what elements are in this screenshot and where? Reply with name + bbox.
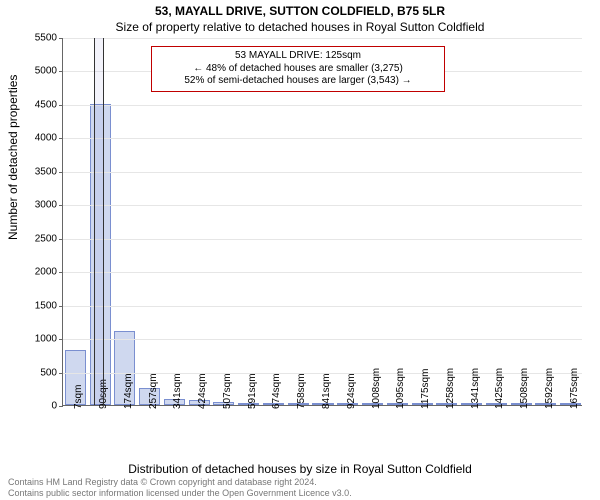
y-tick-label: 500: [40, 367, 57, 378]
y-tick-label: 2000: [35, 267, 57, 278]
y-tick-label: 1500: [35, 300, 57, 311]
x-tick-label: 1425sqm: [494, 368, 505, 409]
y-tick-label: 4000: [35, 133, 57, 144]
tooltip-line: ← 48% of detached houses are smaller (3,…: [158, 63, 438, 76]
y-tick-label: 1000: [35, 334, 57, 345]
y-tick-label: 3000: [35, 200, 57, 211]
footer-line-2: Contains public sector information licen…: [8, 488, 592, 498]
y-tick-mark: [59, 373, 63, 374]
gridline: [63, 105, 582, 106]
x-tick-label: 1508sqm: [519, 368, 530, 409]
chart-title: 53, MAYALL DRIVE, SUTTON COLDFIELD, B75 …: [0, 4, 600, 18]
y-tick-label: 4500: [35, 99, 57, 110]
y-tick-mark: [59, 38, 63, 39]
tooltip-line: 53 MAYALL DRIVE: 125sqm: [158, 50, 438, 63]
x-tick-label: 174sqm: [123, 373, 134, 409]
footer: Contains HM Land Registry data © Crown c…: [8, 477, 592, 498]
chart-container: 53, MAYALL DRIVE, SUTTON COLDFIELD, B75 …: [0, 0, 600, 500]
gridline: [63, 205, 582, 206]
x-tick-label: 424sqm: [197, 373, 208, 409]
x-tick-label: 1175sqm: [420, 369, 431, 409]
y-tick-mark: [59, 138, 63, 139]
y-tick-label: 5000: [35, 66, 57, 77]
gridline: [63, 239, 582, 240]
x-tick-label: 1592sqm: [544, 368, 555, 409]
x-tick-label: 924sqm: [346, 373, 357, 409]
x-tick-label: 507sqm: [222, 373, 233, 409]
y-tick-mark: [59, 339, 63, 340]
x-axis-label: Distribution of detached houses by size …: [0, 462, 600, 476]
x-tick-label: 591sqm: [247, 373, 258, 409]
y-tick-mark: [59, 71, 63, 72]
chart-subtitle: Size of property relative to detached ho…: [0, 20, 600, 34]
footer-line-1: Contains HM Land Registry data © Crown c…: [8, 477, 592, 487]
y-tick-label: 0: [51, 401, 57, 412]
x-tick-label: 341sqm: [172, 373, 183, 409]
y-tick-mark: [59, 239, 63, 240]
y-tick-label: 3500: [35, 166, 57, 177]
highlight-band: [94, 38, 104, 405]
y-tick-mark: [59, 306, 63, 307]
x-tick-label: 1258sqm: [445, 368, 456, 409]
bars-layer: [63, 38, 582, 405]
x-tick-label: 674sqm: [271, 373, 282, 409]
x-tick-label: 1675sqm: [569, 368, 580, 409]
tooltip-line: 52% of semi-detached houses are larger (…: [158, 75, 438, 88]
plot-area: 0500100015002000250030003500400045005000…: [62, 38, 582, 406]
y-tick-mark: [59, 105, 63, 106]
gridline: [63, 306, 582, 307]
x-tick-label: 758sqm: [296, 373, 307, 409]
gridline: [63, 138, 582, 139]
y-tick-label: 5500: [35, 33, 57, 44]
y-tick-mark: [59, 406, 63, 407]
y-tick-mark: [59, 272, 63, 273]
x-tick-label: 1008sqm: [371, 368, 382, 409]
y-tick-mark: [59, 205, 63, 206]
x-tick-label: 1095sqm: [395, 368, 406, 409]
y-tick-mark: [59, 172, 63, 173]
gridline: [63, 172, 582, 173]
x-tick-label: 841sqm: [321, 373, 332, 409]
gridline: [63, 339, 582, 340]
x-tick-label: 1341sqm: [470, 368, 481, 409]
x-tick-label: 7sqm: [73, 385, 84, 409]
y-tick-label: 2500: [35, 233, 57, 244]
gridline: [63, 272, 582, 273]
tooltip-box: 53 MAYALL DRIVE: 125sqm← 48% of detached…: [151, 46, 445, 92]
gridline: [63, 38, 582, 39]
y-axis-label: Number of detached properties: [6, 75, 20, 240]
x-tick-label: 257sqm: [148, 373, 159, 409]
